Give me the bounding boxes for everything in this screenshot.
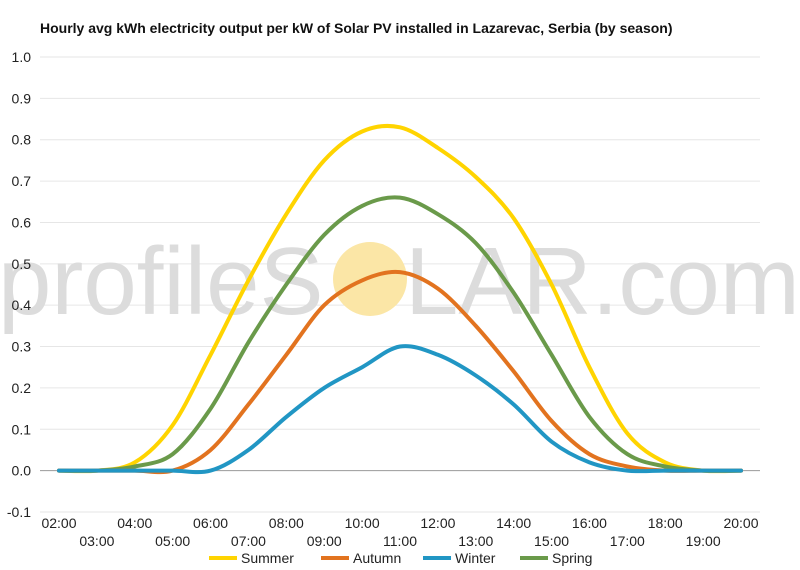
y-tick-label: 0.6 — [12, 214, 32, 230]
x-tick-label: 17:00 — [610, 533, 645, 549]
series-lines — [57, 123, 743, 475]
x-tick-label: 15:00 — [534, 533, 569, 549]
x-tick-label: 04:00 — [117, 515, 152, 531]
x-tick-label: 08:00 — [269, 515, 304, 531]
y-tick-label: 0.3 — [12, 339, 32, 355]
x-tick-label: 12:00 — [420, 515, 455, 531]
y-axis-ticks: 1.0 0.9 0.8 0.7 0.6 0.5 0.4 0.3 0.2 0.1 0.0 -0.1 — [7, 49, 31, 520]
x-tick-label: 11:00 — [383, 533, 417, 549]
legend-label-autumn: Autumn — [353, 550, 401, 566]
legend: Summer Autumn Winter Spring — [209, 550, 592, 566]
x-tick-label: 06:00 — [193, 515, 228, 531]
x-tick-label: 13:00 — [458, 533, 493, 549]
y-tick-label: 0.7 — [12, 173, 32, 189]
watermark-right-text: LAR.com — [405, 228, 800, 335]
y-tick-label: 0.8 — [12, 132, 32, 148]
x-tick-label: 10:00 — [345, 515, 380, 531]
y-tick-label: 0.9 — [12, 90, 32, 106]
legend-label-winter: Winter — [455, 550, 496, 566]
legend-label-spring: Spring — [552, 550, 592, 566]
x-tick-label: 05:00 — [155, 533, 190, 549]
x-tick-label: 18:00 — [648, 515, 683, 531]
y-tick-label: -0.1 — [7, 504, 31, 520]
y-tick-label: 0.4 — [12, 297, 32, 313]
y-tick-label: 0.5 — [12, 256, 32, 272]
series-line-winter — [57, 344, 743, 475]
watermark-left-text: profileS — [0, 228, 324, 335]
legend-label-summer: Summer — [241, 550, 294, 566]
x-tick-label: 20:00 — [723, 515, 758, 531]
y-tick-label: 0.0 — [12, 463, 32, 479]
x-tick-label: 14:00 — [496, 515, 531, 531]
x-tick-label: 07:00 — [231, 533, 266, 549]
x-tick-label: 02:00 — [41, 515, 76, 531]
x-tick-label: 16:00 — [572, 515, 607, 531]
watermark: profileS LAR.com — [0, 228, 800, 335]
x-tick-label: 19:00 — [686, 533, 721, 549]
chart-title: Hourly avg kWh electricity output per kW… — [40, 20, 673, 36]
y-tick-label: 1.0 — [12, 49, 32, 65]
x-axis-ticks: 02:00 04:00 06:00 08:00 10:00 12:00 14:00 16:00… — [41, 515, 758, 549]
series-line-summer — [57, 123, 743, 474]
x-tick-label: 09:00 — [307, 533, 342, 549]
x-tick-label: 03:00 — [79, 533, 114, 549]
y-tick-label: 0.1 — [12, 421, 32, 437]
y-tick-label: 0.2 — [12, 380, 32, 396]
series-line-spring — [57, 195, 743, 473]
